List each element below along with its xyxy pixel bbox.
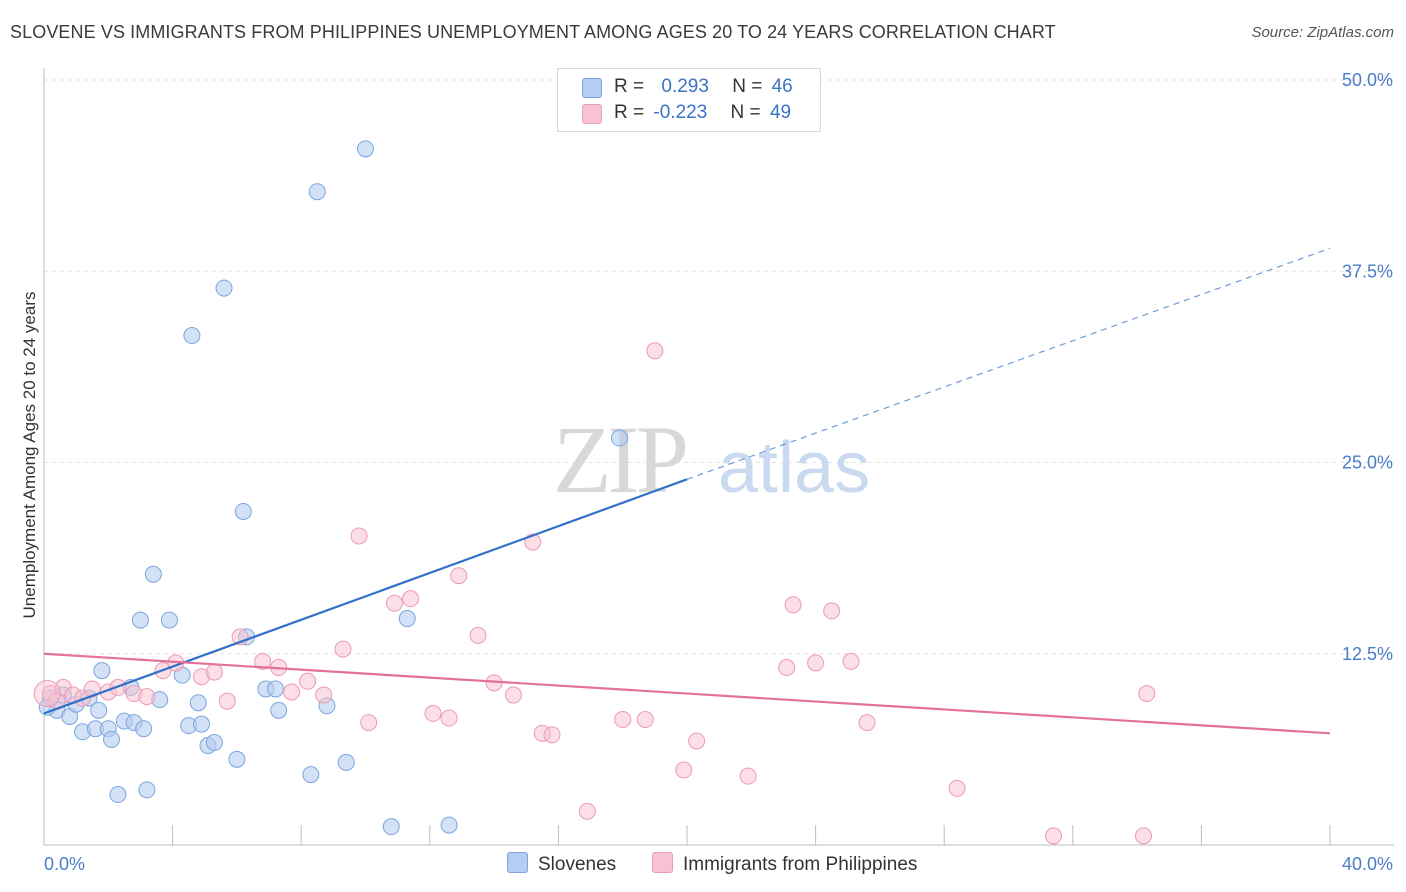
data-point-slovenes xyxy=(308,183,326,201)
data-point-philippines xyxy=(636,711,654,729)
data-point-philippines xyxy=(842,652,860,670)
bottom-legend-label: Slovenes xyxy=(538,854,617,875)
y-axis-label: Unemployment Among Ages 20 to 24 years xyxy=(20,291,39,619)
data-point-philippines xyxy=(739,767,757,785)
data-point-philippines xyxy=(948,779,966,797)
data-point-philippines xyxy=(350,527,368,545)
data-point-philippines xyxy=(360,714,378,732)
legend-n-label: N = xyxy=(730,102,761,123)
data-point-philippines xyxy=(543,726,561,744)
data-point-slovenes xyxy=(382,818,400,836)
bottom-legend-slovenes: Slovenes xyxy=(507,852,616,876)
legend-n-label: N = xyxy=(732,76,763,97)
philippines-points xyxy=(33,342,1156,845)
data-point-slovenes xyxy=(398,610,416,628)
legend-swatch-blue xyxy=(582,78,602,98)
data-point-slovenes xyxy=(138,781,156,799)
data-point-slovenes xyxy=(109,786,127,804)
data-point-slovenes xyxy=(228,750,246,768)
data-point-slovenes xyxy=(440,816,458,834)
data-point-philippines xyxy=(33,680,61,708)
data-point-philippines xyxy=(469,626,487,644)
data-point-philippines xyxy=(578,802,596,820)
data-point-slovenes xyxy=(302,766,320,784)
data-point-slovenes xyxy=(144,565,162,583)
data-point-slovenes xyxy=(270,701,288,719)
chart-title: SLOVENE VS IMMIGRANTS FROM PHILIPPINES U… xyxy=(10,22,1056,42)
bottom-legend-swatch-blue xyxy=(507,852,528,873)
data-point-philippines xyxy=(675,761,693,779)
watermark-atlas: atlas xyxy=(718,428,870,508)
data-point-philippines xyxy=(450,567,468,585)
axes xyxy=(43,68,1394,846)
data-point-philippines xyxy=(385,594,403,612)
data-point-philippines xyxy=(1045,827,1063,845)
data-point-philippines xyxy=(138,688,156,706)
legend-swatch-pink xyxy=(582,104,602,124)
data-point-philippines xyxy=(646,342,664,360)
bottom-legend-philippines: Immigrants from Philippines xyxy=(652,852,917,876)
x-tick-label: 0.0% xyxy=(44,854,85,874)
y-tick-label: 37.5% xyxy=(1342,261,1393,281)
data-point-philippines xyxy=(424,704,442,722)
data-point-slovenes xyxy=(193,715,211,733)
data-point-philippines xyxy=(1138,685,1156,703)
trend-line-slovenes-extrapolated xyxy=(686,247,1331,480)
data-point-slovenes xyxy=(266,680,284,698)
trend-line-slovenes xyxy=(43,478,688,715)
data-point-philippines xyxy=(504,686,522,704)
data-point-slovenes xyxy=(131,611,149,629)
data-point-philippines xyxy=(218,692,236,710)
data-point-philippines xyxy=(283,683,301,701)
data-point-slovenes xyxy=(93,662,111,680)
data-point-slovenes xyxy=(205,733,223,751)
data-point-slovenes xyxy=(160,611,178,629)
data-point-slovenes xyxy=(103,730,121,748)
legend-r-value: -0.223 xyxy=(653,102,708,123)
data-point-philippines xyxy=(614,711,632,729)
bottom-legend-swatch-pink xyxy=(652,852,673,873)
y-tick-label: 25.0% xyxy=(1342,453,1393,473)
data-point-philippines xyxy=(315,686,333,704)
data-point-philippines xyxy=(688,732,706,750)
data-point-slovenes xyxy=(234,502,252,520)
data-point-slovenes xyxy=(90,701,108,719)
data-point-philippines xyxy=(402,590,420,608)
chart-source: Source: ZipAtlas.com xyxy=(1251,24,1394,41)
data-point-slovenes xyxy=(357,140,374,158)
legend-n-value: 46 xyxy=(771,76,793,97)
data-point-slovenes xyxy=(135,720,153,738)
data-point-philippines xyxy=(299,672,317,690)
y-tick-label: 12.5% xyxy=(1342,644,1393,664)
data-point-philippines xyxy=(784,596,802,614)
y-tick-label: 50.0% xyxy=(1342,70,1393,90)
data-point-slovenes xyxy=(183,327,201,345)
data-point-slovenes xyxy=(189,694,207,712)
watermark-zip: ZIP xyxy=(553,406,686,513)
legend-r-label: R = xyxy=(614,102,645,123)
data-point-philippines xyxy=(1135,827,1153,845)
legend-r-label: R = xyxy=(614,76,645,97)
tick-labels: 12.5% 25.0% 37.5% 50.0% 0.0% 40.0% xyxy=(44,70,1393,874)
data-point-philippines xyxy=(823,602,841,620)
data-point-philippines xyxy=(254,652,272,670)
legend-n-value: 49 xyxy=(769,102,792,123)
data-point-philippines xyxy=(807,654,825,672)
x-tick-label: 40.0% xyxy=(1342,854,1393,874)
data-point-philippines xyxy=(858,714,876,732)
legend-r-value: 0.293 xyxy=(661,76,709,97)
grid-lines xyxy=(44,79,1394,655)
data-point-philippines xyxy=(334,640,352,658)
data-point-philippines xyxy=(778,659,796,677)
data-point-philippines xyxy=(440,709,458,727)
data-point-slovenes xyxy=(215,279,233,297)
data-point-slovenes xyxy=(610,429,628,447)
correlation-legend: R = 0.293 N = 46 R = -0.223 N = 49 xyxy=(557,68,821,132)
trend-lines xyxy=(43,247,1331,735)
data-point-slovenes xyxy=(337,753,355,771)
trend-line-philippines xyxy=(43,652,1331,735)
data-point-philippines xyxy=(205,663,223,681)
bottom-legend-label: Immigrants from Philippines xyxy=(683,854,918,875)
